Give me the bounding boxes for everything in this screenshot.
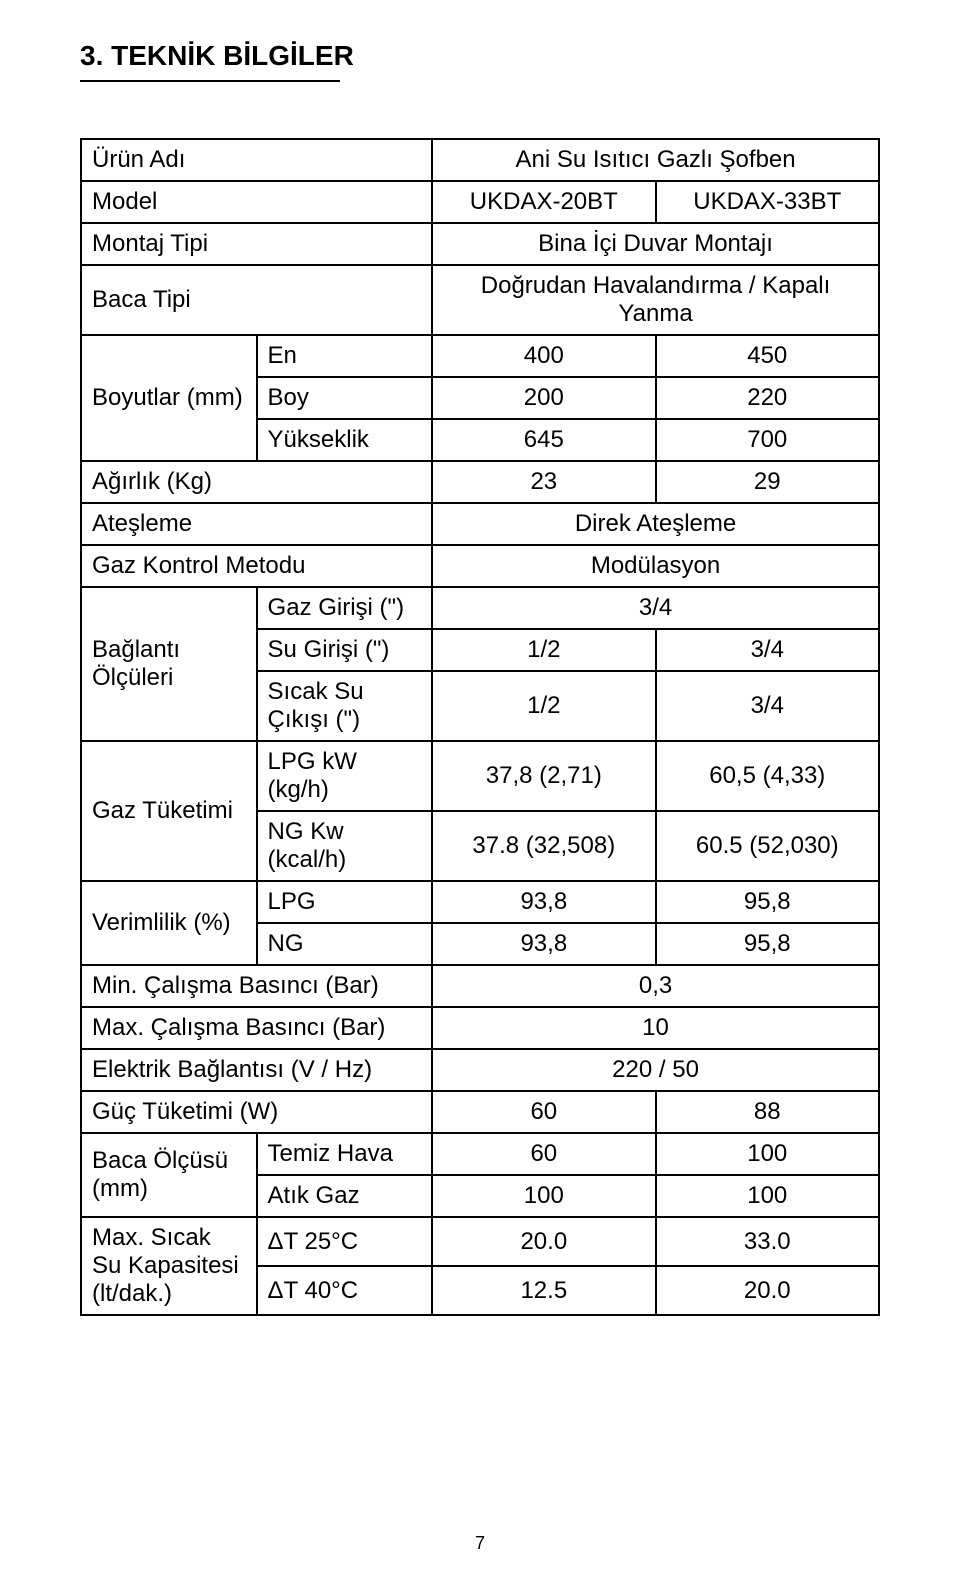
table-row: Gaz Kontrol Metodu Modülasyon [81,545,879,587]
cell-label: Ağırlık (Kg) [81,461,432,503]
cell-value: Direk Ateşleme [432,503,879,545]
cell-value: 220 / 50 [432,1049,879,1091]
cell-value: 37.8 (32,508) [432,811,655,881]
heading-underline [80,80,340,82]
cell-value: 3/4 [656,671,879,741]
cell-label: Gaz Tüketimi [81,741,257,881]
table-row: Ağırlık (Kg) 23 29 [81,461,879,503]
cell-value: 3/4 [656,629,879,671]
cell-value: Bina İçi Duvar Montajı [432,223,879,265]
section-heading: 3. TEKNİK BİLGİLER [80,40,880,72]
cell-value: 20.0 [432,1217,655,1266]
spec-table: Ürün Adı Ani Su Isıtıcı Gazlı Şofben Mod… [80,138,880,1316]
table-row: Bağlantı Ölçüleri Gaz Girişi (") 3/4 [81,587,879,629]
cell-sublabel: NG [257,923,433,965]
cell-value: 60,5 (4,33) [656,741,879,811]
cell-value: 400 [432,335,655,377]
table-row: Boyutlar (mm) En 400 450 [81,335,879,377]
cell-sublabel: NG Kw (kcal/h) [257,811,433,881]
table-row: Baca Tipi Doğrudan Havalandırma / Kapalı… [81,265,879,335]
cell-value: 29 [656,461,879,503]
table-row: Max. Sıcak Su Kapasitesi (lt/dak.) ΔT 25… [81,1217,879,1266]
table-row: Baca Ölçüsü (mm) Temiz Hava 60 100 [81,1133,879,1175]
cell-value: 33.0 [656,1217,879,1266]
cell-label: Montaj Tipi [81,223,432,265]
cell-sublabel: Temiz Hava [257,1133,433,1175]
cell-label: Gaz Kontrol Metodu [81,545,432,587]
cell-value: 10 [432,1007,879,1049]
cell-label: Model [81,181,432,223]
cell-sublabel: Sıcak Su Çıkışı (") [257,671,433,741]
table-row: Verimlilik (%) LPG 93,8 95,8 [81,881,879,923]
cell-label: Baca Ölçüsü (mm) [81,1133,257,1217]
cell-sublabel: Atık Gaz [257,1175,433,1217]
table-row: Ateşleme Direk Ateşleme [81,503,879,545]
cell-sublabel: Su Girişi (") [257,629,433,671]
cell-label: Güç Tüketimi (W) [81,1091,432,1133]
table-row: Güç Tüketimi (W) 60 88 [81,1091,879,1133]
cell-value: Ani Su Isıtıcı Gazlı Şofben [432,139,879,181]
cell-value: 88 [656,1091,879,1133]
cell-value: 93,8 [432,881,655,923]
cell-label: Verimlilik (%) [81,881,257,965]
table-row: Ürün Adı Ani Su Isıtıcı Gazlı Şofben [81,139,879,181]
cell-value: UKDAX-20BT [432,181,655,223]
cell-value: 100 [432,1175,655,1217]
cell-value: UKDAX-33BT [656,181,879,223]
cell-label: Ateşleme [81,503,432,545]
cell-sublabel: LPG kW (kg/h) [257,741,433,811]
cell-label: Baca Tipi [81,265,432,335]
cell-sublabel: Boy [257,377,433,419]
cell-value: 93,8 [432,923,655,965]
table-row: Gaz Tüketimi LPG kW (kg/h) 37,8 (2,71) 6… [81,741,879,811]
table-row: Model UKDAX-20BT UKDAX-33BT [81,181,879,223]
cell-value: 450 [656,335,879,377]
table-row: Min. Çalışma Basıncı (Bar) 0,3 [81,965,879,1007]
cell-value: 700 [656,419,879,461]
cell-value: 23 [432,461,655,503]
cell-label: Bağlantı Ölçüleri [81,587,257,741]
cell-value: 60 [432,1091,655,1133]
cell-value: 37,8 (2,71) [432,741,655,811]
cell-value: 20.0 [656,1266,879,1315]
cell-value: 95,8 [656,923,879,965]
cell-value: 0,3 [432,965,879,1007]
cell-value: 100 [656,1133,879,1175]
cell-label: Max. Sıcak Su Kapasitesi (lt/dak.) [81,1217,257,1315]
cell-value: 60.5 (52,030) [656,811,879,881]
cell-value: 60 [432,1133,655,1175]
cell-value: 1/2 [432,671,655,741]
cell-sublabel: LPG [257,881,433,923]
cell-value: 220 [656,377,879,419]
cell-label: Max. Çalışma Basıncı (Bar) [81,1007,432,1049]
cell-sublabel: En [257,335,433,377]
cell-sublabel: Yükseklik [257,419,433,461]
cell-value: 3/4 [432,587,879,629]
table-row: Elektrik Bağlantısı (V / Hz) 220 / 50 [81,1049,879,1091]
cell-value: 12.5 [432,1266,655,1315]
cell-value: Modülasyon [432,545,879,587]
cell-label: Min. Çalışma Basıncı (Bar) [81,965,432,1007]
table-row: Montaj Tipi Bina İçi Duvar Montajı [81,223,879,265]
cell-label: Ürün Adı [81,139,432,181]
cell-value: Doğrudan Havalandırma / Kapalı Yanma [432,265,879,335]
cell-value: 100 [656,1175,879,1217]
page-number: 7 [475,1533,485,1554]
cell-value: 95,8 [656,881,879,923]
cell-value: 1/2 [432,629,655,671]
cell-label: Elektrik Bağlantısı (V / Hz) [81,1049,432,1091]
cell-sublabel: ΔT 40°C [257,1266,433,1315]
cell-value: 200 [432,377,655,419]
cell-label: Boyutlar (mm) [81,335,257,461]
cell-sublabel: ΔT 25°C [257,1217,433,1266]
table-row: Max. Çalışma Basıncı (Bar) 10 [81,1007,879,1049]
cell-sublabel: Gaz Girişi (") [257,587,433,629]
cell-value: 645 [432,419,655,461]
